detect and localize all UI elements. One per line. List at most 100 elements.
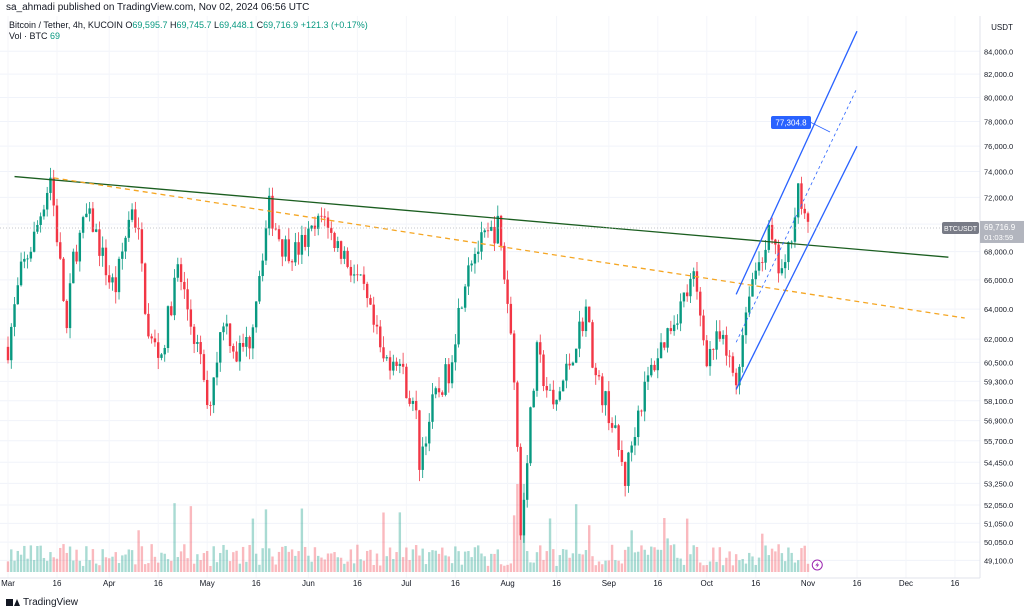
candle-body [6,346,10,361]
volume-bar [336,557,339,572]
candle-body [558,391,562,400]
candle-body [421,446,424,470]
y-tick-label: 72,000.0 [984,193,1013,202]
volume-bar [581,554,584,572]
volume-bar [685,518,689,572]
candle-body [343,250,346,259]
volume-bar [418,555,421,572]
x-tick-label: Nov [801,579,815,588]
countdown-tag: 01:03:59 [984,233,1013,242]
candle-body [379,326,382,348]
volume-bar [238,563,242,572]
y-tick-label: 80,000.0 [984,94,1013,103]
volume-bar [731,565,735,572]
volume-bar [725,557,728,572]
volume-bar [241,546,245,572]
volume-bar [170,560,173,572]
candle-body [597,375,601,377]
candle-body [656,358,659,371]
x-tick-label: May [200,579,215,588]
candle-body [480,232,483,252]
volume-bar [310,561,313,572]
volume-bar [287,551,291,572]
candle-body [744,312,748,336]
candle-body [356,274,359,276]
candle-body [219,332,222,363]
candle-body [617,425,620,451]
candle-body [614,425,617,428]
volume-bar [666,538,669,572]
volume-bar [290,549,294,572]
candle-body [770,224,774,240]
volume-bar [42,557,46,572]
y-tick-label: 84,000.0 [984,47,1013,56]
volume-bar [75,549,78,572]
candle-body [101,247,104,256]
volume-bar [578,553,581,572]
y-tick-label: 64,000.0 [984,305,1013,314]
candle-body [98,229,101,256]
candle-body [663,342,666,348]
candle-body [317,215,320,229]
candle-body [591,322,594,368]
candle-body [441,392,444,395]
volume-bar [81,565,85,572]
price-tag: 69,716.9 [984,223,1016,232]
change-value: +121.3 (+0.17%) [300,20,368,30]
price-chart[interactable]: 77,304.8 USDT 84,000.0 82,000.0 80,000.0 78,… [0,16,1024,593]
volume-bar [281,546,284,572]
candle-body [630,445,633,453]
candle-body [277,229,281,240]
volume-bar [800,548,803,572]
volume-bar [643,549,646,572]
volume-bar [405,547,408,572]
volume-bar [186,558,189,572]
candle-body [637,410,640,438]
candle-body [797,183,800,218]
candle-body [414,400,418,411]
volume-value: 69 [50,31,61,41]
volume-bar [441,547,444,572]
candle-body [349,266,353,276]
candle-body [29,251,33,259]
candle-body [121,251,124,259]
candle-body [108,275,111,283]
lightning-glyph [815,562,820,568]
volume-bar [398,512,402,572]
candle-body [323,216,326,218]
volume-bar [597,561,601,572]
candle-body [104,247,108,276]
candle-body [522,499,526,536]
candle-body [692,271,695,279]
volume-bar [761,533,764,572]
candle-body [395,361,398,366]
candle-body [310,225,313,229]
volume-bar [362,560,366,572]
volume-bar [359,559,362,572]
candle-body [26,258,29,260]
candle-body [434,388,437,395]
volume-bar [117,563,121,572]
candle-body [800,183,803,209]
candle-body [454,344,457,363]
candle-body [529,407,532,464]
chart-area[interactable]: 77,304.8 USDT 84,000.0 82,000.0 80,000.0 78,… [0,16,1024,593]
channel-mid-line [735,87,858,343]
candle-body [477,251,480,254]
candle-body [428,421,431,444]
y-tick-label: 66,000.0 [984,276,1013,285]
volume-bar [764,545,767,572]
volume-bar [460,564,464,572]
candle-body [751,279,754,297]
candle-body [447,364,451,384]
target-box [771,116,811,130]
candles [6,167,810,543]
candle-body [52,177,55,206]
x-tick-label: Dec [899,579,913,588]
volume-bar [13,560,16,572]
candle-body [473,253,477,264]
symbol-label[interactable]: Bitcoin / Tether, 4h, KUCOIN [9,20,123,30]
volume-bar [307,555,310,572]
volume-bar [715,561,718,572]
candle-body [228,323,232,347]
